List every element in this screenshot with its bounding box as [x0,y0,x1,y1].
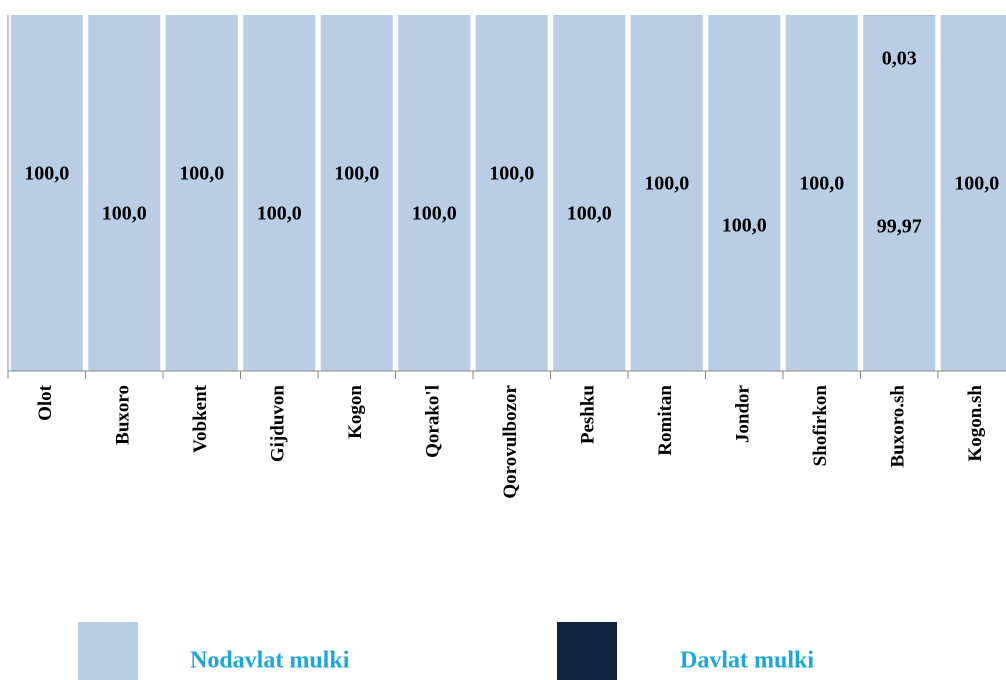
data-label: 100,0 [722,215,767,237]
data-label: 100,0 [489,163,534,185]
data-label: 100,0 [644,173,689,195]
data-label: 100,0 [334,163,379,185]
bar-segment [475,15,548,371]
bar-segment [243,15,316,371]
x-tick-label: Shofirkon [810,385,831,467]
x-tick-label: Kogon [345,385,366,439]
bar-segment [10,15,83,371]
x-tick-label: Qorako'l [423,385,444,458]
bar-segment [398,15,471,371]
bar-segment [940,15,1006,371]
bar-segment [785,15,858,371]
x-tick-label: Jondor [733,384,754,443]
data-label: 100,0 [257,203,302,225]
legend-label: Nodavlat mulki [190,648,350,674]
data-label: 100,0 [412,203,457,225]
x-tick-label: Buxoro [113,385,134,445]
legend-swatch [78,622,138,680]
data-label: 100,0 [102,203,147,225]
bar-segment [88,15,161,371]
x-tick-label: Olot [35,384,56,421]
x-tick-label: Romitan [655,385,676,456]
legend-label: Davlat mulki [680,648,814,674]
data-label: 100,0 [954,173,999,195]
bar-segment [553,15,626,371]
x-tick-label: Peshku [578,385,599,445]
legend-swatch [557,622,617,680]
x-tick-label: Qorovulbozor [500,384,521,498]
bar-segment [708,15,781,371]
data-label: 100,0 [179,163,224,185]
x-tick-label: Kogon.sh [965,385,986,462]
x-tick-label: Vobkent [190,384,211,453]
bar-segment [863,15,936,371]
data-label: 0,03 [882,48,917,70]
x-tick-label: Buxoro.sh [888,385,909,468]
bar-segment [165,15,238,371]
bar-segment [630,15,703,371]
data-label: 100,0 [567,203,612,225]
data-label: 99,97 [877,216,922,238]
bar-segment [320,15,393,371]
x-tick-label: Gijduvon [268,385,289,463]
data-label: 100,0 [24,163,69,185]
data-label: 100,0 [799,173,844,195]
